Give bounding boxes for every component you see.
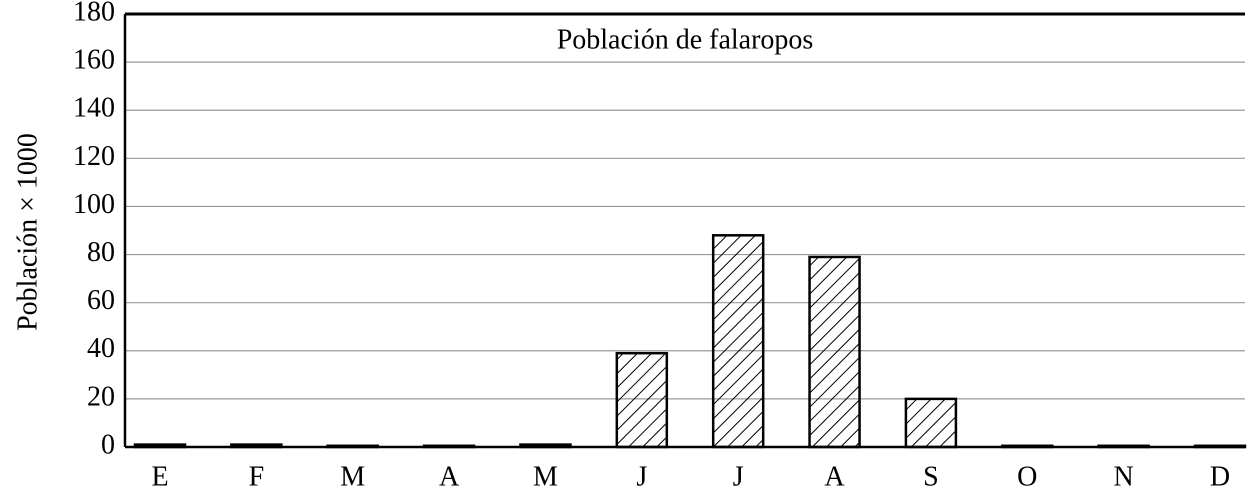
y-tick-label: 140 bbox=[73, 93, 115, 124]
x-tick-label: A bbox=[439, 461, 460, 492]
x-tick-label: J bbox=[733, 461, 744, 492]
bar bbox=[326, 444, 379, 449]
bar bbox=[904, 397, 958, 449]
bar bbox=[615, 351, 669, 449]
bar bbox=[133, 443, 187, 449]
y-tick-label: 180 bbox=[73, 0, 115, 27]
x-tick-label: D bbox=[1210, 461, 1230, 492]
chart-title: Población de falaropos bbox=[557, 24, 814, 55]
x-tick-label: O bbox=[1017, 461, 1037, 492]
x-tick-label: M bbox=[340, 461, 365, 492]
bar bbox=[711, 234, 765, 449]
y-tick-label: 0 bbox=[101, 429, 115, 460]
y-axis-label: Población × 1000 bbox=[12, 133, 43, 331]
y-tick-label: 120 bbox=[73, 141, 115, 172]
y-tick-label: 80 bbox=[87, 237, 115, 268]
y-tick-label: 100 bbox=[73, 189, 115, 220]
x-tick-label: F bbox=[249, 461, 265, 492]
bar bbox=[519, 443, 572, 449]
x-tick-label: E bbox=[151, 461, 168, 492]
x-tick-label: A bbox=[824, 461, 845, 492]
bar bbox=[1097, 444, 1150, 449]
bar bbox=[808, 255, 861, 449]
x-tick-label: J bbox=[636, 461, 647, 492]
bar bbox=[1193, 444, 1247, 449]
y-tick-label: 60 bbox=[87, 285, 115, 316]
y-tick-label: 20 bbox=[87, 381, 115, 412]
x-tick-label: S bbox=[923, 461, 939, 492]
bar bbox=[1001, 444, 1054, 449]
y-tick-label: 160 bbox=[73, 45, 115, 76]
x-tick-label: N bbox=[1114, 461, 1134, 492]
x-tick-label: M bbox=[533, 461, 558, 492]
bar bbox=[230, 443, 283, 449]
y-tick-label: 40 bbox=[87, 333, 115, 364]
bar bbox=[422, 444, 476, 449]
